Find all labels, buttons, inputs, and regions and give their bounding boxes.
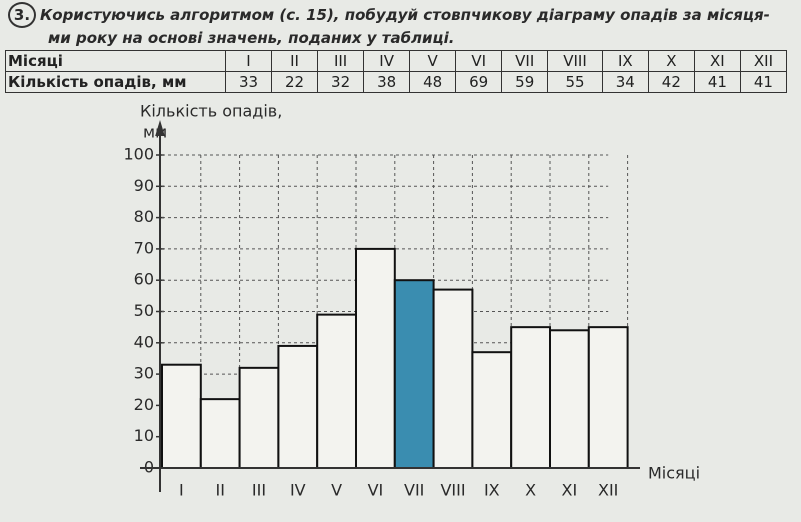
table-row: Місяці I II III IV V VI VII VIII IX X XI XII — [5, 50, 788, 72]
x-tick-label: III — [252, 481, 266, 500]
x-tick-label: I — [179, 481, 184, 500]
table-cell: XII — [739, 50, 788, 72]
table-row: Кількість опадів, мм 33 22 32 38 48 69 59 55 34 42… — [5, 71, 788, 93]
y-axis-label: мм — [143, 123, 167, 142]
bar — [277, 344, 319, 469]
x-tick-label: VIII — [440, 481, 465, 500]
y-tick-label: 90 — [134, 176, 154, 195]
y-tick-label: 10 — [134, 426, 154, 445]
table-cell: 22 — [271, 71, 319, 93]
x-tick-label: VI — [368, 481, 384, 500]
bar — [549, 329, 590, 469]
y-tick-label: 20 — [134, 395, 154, 414]
data-table: Місяці I II III IV V VI VII VIII IX X XI XII Кількіст… — [5, 50, 788, 93]
bar — [161, 363, 202, 469]
exercise-text: ми року на основі значень, поданих у таб… — [48, 29, 455, 47]
bar — [316, 313, 358, 469]
x-tick-label: X — [525, 481, 536, 500]
exercise-number: 3. — [8, 2, 36, 28]
table-cell: 69 — [455, 71, 503, 93]
table-cell: 34 — [601, 71, 649, 93]
y-tick-label: 30 — [134, 364, 154, 383]
table-cell: Місяці — [5, 50, 226, 72]
y-tick-label: 70 — [134, 238, 154, 257]
bar — [510, 326, 552, 469]
table-cell: Кількість опадів, мм — [5, 71, 226, 93]
table-cell: 38 — [363, 71, 411, 93]
y-axis-label: Кількість опадів, — [140, 102, 282, 121]
x-axis-label: Місяці — [648, 464, 700, 483]
y-tick-label: 80 — [134, 207, 154, 226]
x-tick-label: XII — [598, 481, 618, 500]
x-tick-label: XI — [562, 481, 578, 500]
table-cell: VIII — [547, 50, 603, 72]
table-cell: 32 — [317, 71, 365, 93]
x-tick-label: IX — [484, 481, 500, 500]
bar — [393, 279, 435, 470]
table-cell: 33 — [224, 71, 273, 93]
bar — [471, 351, 513, 469]
x-tick-label: IV — [290, 481, 306, 500]
bar — [355, 247, 396, 469]
table-cell: 59 — [501, 71, 549, 93]
table-cell: 55 — [547, 71, 603, 93]
bar — [238, 366, 280, 469]
y-tick-label: 60 — [134, 270, 154, 289]
table-cell: VII — [501, 50, 549, 72]
x-tick-label: V — [331, 481, 342, 500]
x-tick-label: II — [215, 481, 224, 500]
x-tick-label: VII — [404, 481, 424, 500]
y-tick-label: 100 — [123, 145, 154, 164]
bar — [199, 398, 241, 470]
table-cell: XI — [693, 50, 741, 72]
bar — [587, 326, 629, 469]
table-cell: 48 — [409, 71, 457, 93]
table-cell: 42 — [647, 71, 695, 93]
exercise: 3. Користуючись алгоритмом (с. 15), побуд… — [8, 2, 793, 48]
exercise-text: Користуючись алгоритмом (с. 15), побудуй… — [40, 6, 770, 24]
y-tick-label: 50 — [134, 301, 154, 320]
table-cell: 41 — [739, 71, 788, 93]
y-tick-label: 40 — [134, 332, 154, 351]
bar — [432, 288, 474, 469]
